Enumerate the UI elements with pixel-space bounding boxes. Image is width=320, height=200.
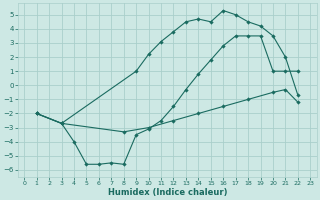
X-axis label: Humidex (Indice chaleur): Humidex (Indice chaleur)	[108, 188, 227, 197]
